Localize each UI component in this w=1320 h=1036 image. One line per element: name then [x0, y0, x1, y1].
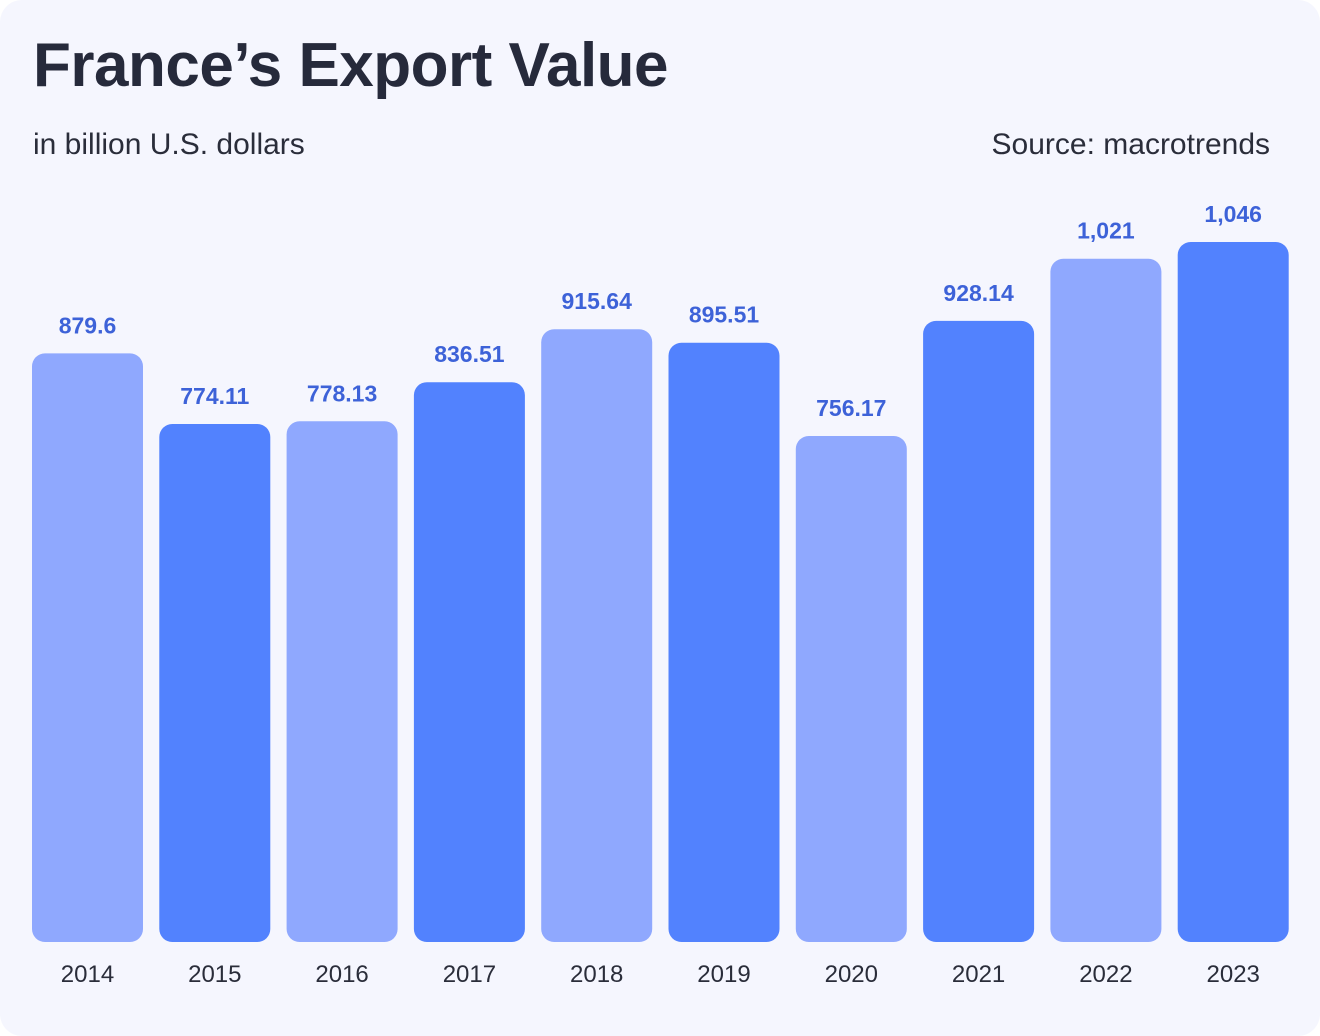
x-tick-label-2018: 2018 [570, 961, 623, 988]
bar-2015 [159, 423, 271, 943]
value-label-2018: 915.64 [562, 288, 633, 314]
bar-2022 [1050, 258, 1162, 942]
x-tick-label-2016: 2016 [315, 961, 368, 988]
bar-2020 [795, 435, 907, 942]
value-label-2015: 774.11 [180, 383, 249, 409]
chart-subtitle: in billion U.S. dollars [33, 128, 305, 161]
bar-2017 [413, 382, 525, 942]
bar-2016 [286, 421, 398, 942]
x-tick-label-2020: 2020 [825, 961, 878, 988]
x-tick-label-2021: 2021 [952, 961, 1005, 988]
value-label-2019: 895.51 [689, 302, 760, 328]
x-tick-label-2022: 2022 [1079, 961, 1132, 988]
bar-2018 [541, 329, 653, 942]
value-label-2023: 1,046 [1204, 201, 1262, 227]
value-label-2020: 756.17 [816, 395, 886, 421]
value-label-2017: 836.51 [434, 341, 505, 367]
chart-title: France’s Export Value [33, 31, 669, 100]
x-tick-label-2019: 2019 [697, 961, 750, 988]
x-tick-label-2017: 2017 [443, 961, 496, 988]
bar-2021 [923, 320, 1035, 943]
bar-2014 [32, 353, 143, 942]
value-label-2021: 928.14 [943, 280, 1014, 306]
bar-2019 [668, 342, 780, 942]
x-tick-label-2015: 2015 [188, 961, 241, 988]
value-label-2014: 879.6 [59, 312, 117, 338]
x-tick-label-2014: 2014 [61, 961, 114, 988]
value-label-2016: 778.13 [307, 380, 377, 406]
bar-2023 [1177, 242, 1289, 942]
x-tick-label-2023: 2023 [1207, 961, 1260, 988]
chart-source: Source: macrotrends [991, 128, 1270, 161]
value-label-2022: 1,021 [1077, 218, 1135, 244]
